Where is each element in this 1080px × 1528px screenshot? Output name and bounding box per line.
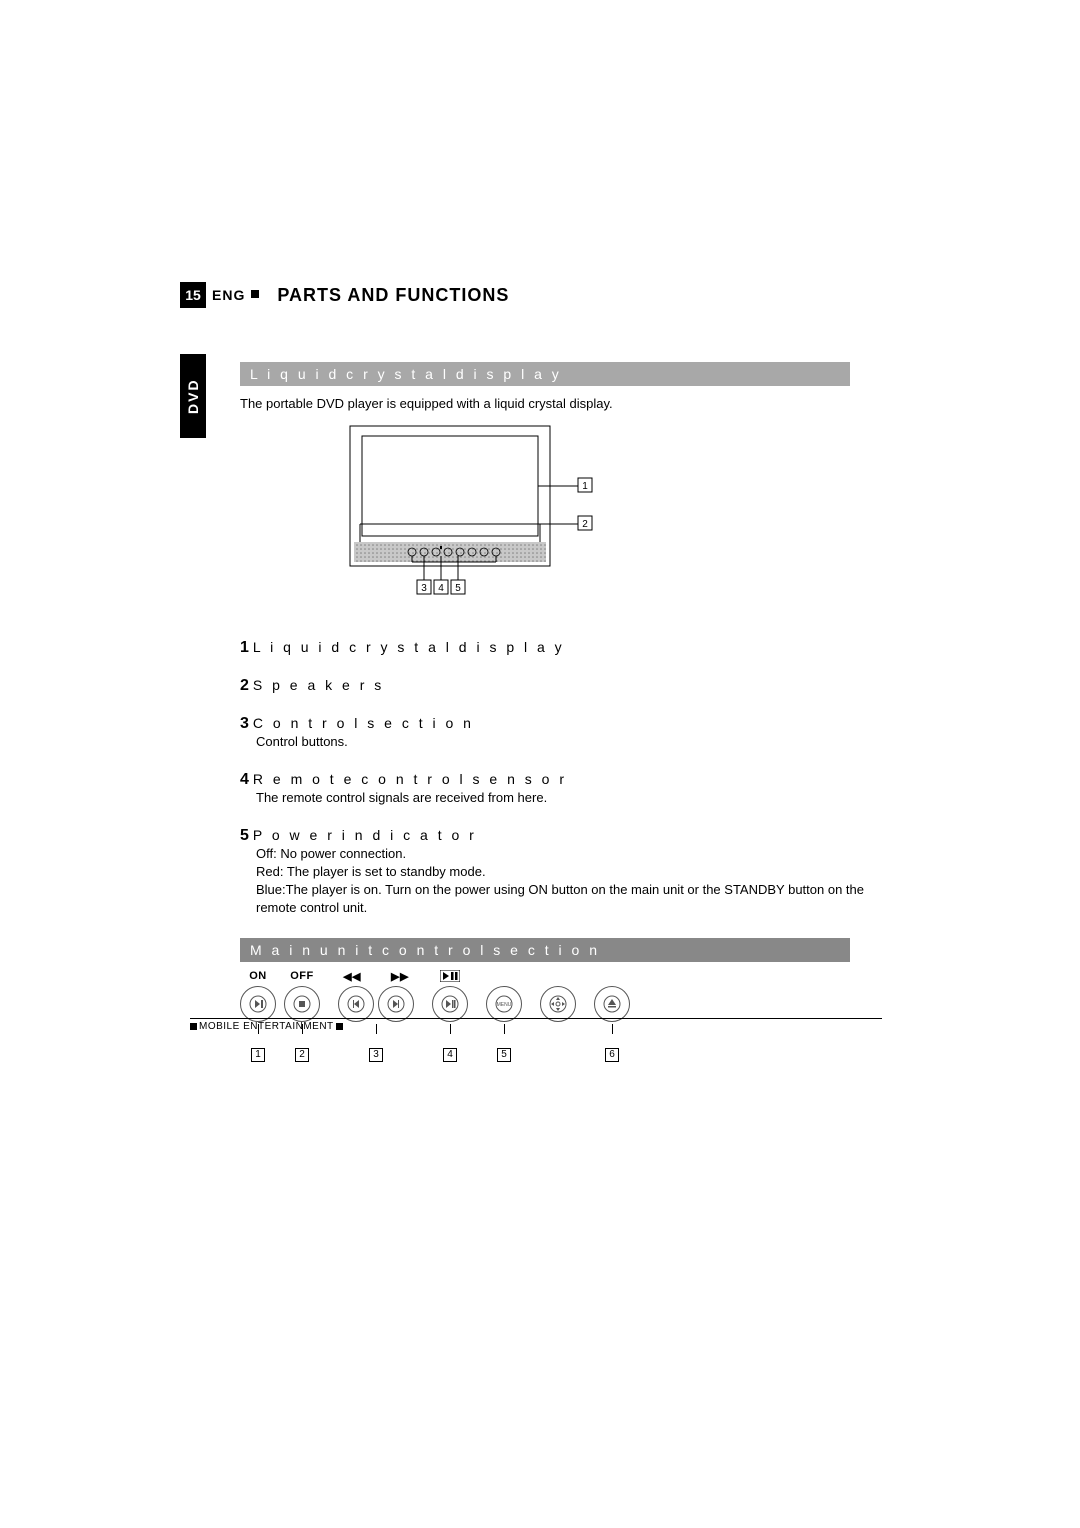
callout-number: 6	[605, 1048, 619, 1062]
side-tab-dvd: DVD	[180, 354, 206, 438]
list-item: 1L i q u i d c r y s t a l d i s p l a y	[240, 639, 900, 657]
control-label: ◀◀	[343, 970, 361, 984]
svg-text:2: 2	[582, 519, 588, 530]
section-heading-lcd: L i q u i d c r y s t a l d i s p l a y	[240, 362, 850, 386]
page-title: PARTS AND FUNCTIONS	[277, 285, 509, 306]
next-track-icon	[378, 986, 414, 1022]
item-title: R e m o t e c o n t r o l s e n s o r	[253, 771, 567, 787]
item-number: 1	[240, 639, 249, 656]
list-item: 2S p e a k e r s	[240, 677, 900, 695]
lcd-intro-text: The portable DVD player is equipped with…	[240, 394, 900, 414]
item-number: 3	[240, 715, 249, 732]
list-item: 4R e m o t e c o n t r o l s e n s o r T…	[240, 771, 900, 807]
control-label: OFF	[290, 970, 314, 984]
control-on: ON 1	[240, 970, 276, 1062]
item-title: C o n t r o l s e c t i o n	[253, 715, 474, 731]
control-dpad	[540, 970, 576, 1022]
item-desc: The remote control signals are received …	[256, 789, 900, 807]
item-desc: Control buttons.	[256, 733, 900, 751]
callout-number: 2	[295, 1048, 309, 1062]
control-play-pause: 4	[432, 970, 468, 1062]
header-row: 15 ENG PARTS AND FUNCTIONS	[180, 282, 900, 308]
item-desc: Off: No power connection. Red: The playe…	[256, 845, 900, 918]
footer-text: MOBILE ENTERTAINMENT	[199, 1021, 334, 1032]
item-title: L i q u i d c r y s t a l d i s p l a y	[253, 639, 565, 655]
item-title: P o w e r i n d i c a t o r	[253, 827, 477, 843]
callout-number: 3	[369, 1048, 383, 1062]
item-number: 2	[240, 677, 249, 694]
svg-text:4: 4	[438, 583, 444, 594]
main-unit-controls: ON 1 OFF 2 ◀◀ ▶▶	[240, 970, 900, 1062]
control-label	[440, 970, 460, 984]
callout-number: 5	[497, 1048, 511, 1062]
svg-text:MENU: MENU	[497, 1002, 512, 1008]
menu-icon: MENU	[486, 986, 522, 1022]
section-heading-main-unit: M a i n u n i t c o n t r o l s e c t i …	[240, 938, 850, 962]
list-item: 5P o w e r i n d i c a t o r Off: No pow…	[240, 827, 900, 918]
square-bullet-icon	[251, 290, 259, 298]
control-eject: 6	[594, 970, 630, 1062]
square-bullet-icon	[336, 1023, 343, 1030]
dpad-icon	[540, 986, 576, 1022]
footer: MOBILE ENTERTAINMENT	[190, 1018, 882, 1032]
lang-label: ENG	[212, 287, 245, 303]
control-off: OFF 2	[284, 970, 320, 1062]
control-seek-pair: ◀◀ ▶▶ 3	[338, 970, 414, 1062]
stop-icon	[284, 986, 320, 1022]
square-bullet-icon	[190, 1023, 197, 1030]
svg-text:1: 1	[582, 481, 588, 492]
page-number: 15	[180, 282, 206, 308]
svg-text:5: 5	[455, 583, 461, 594]
item-title: S p e a k e r s	[253, 677, 384, 693]
control-label: ▶▶	[391, 970, 409, 984]
callout-number: 1	[251, 1048, 265, 1062]
list-item: 3C o n t r o l s e c t i o n Control but…	[240, 715, 900, 751]
play-pause-icon	[432, 986, 468, 1022]
callout-number: 4	[443, 1048, 457, 1062]
play-pause-icon	[240, 986, 276, 1022]
prev-track-icon	[338, 986, 374, 1022]
item-number: 4	[240, 771, 249, 788]
lcd-diagram: 1 2 3 4 5	[340, 424, 900, 619]
control-menu: MENU 5	[486, 970, 522, 1062]
item-number: 5	[240, 827, 249, 844]
eject-icon	[594, 986, 630, 1022]
lcd-items-list: 1L i q u i d c r y s t a l d i s p l a y…	[240, 639, 900, 918]
control-label: ON	[249, 970, 267, 984]
svg-text:3: 3	[421, 583, 427, 594]
